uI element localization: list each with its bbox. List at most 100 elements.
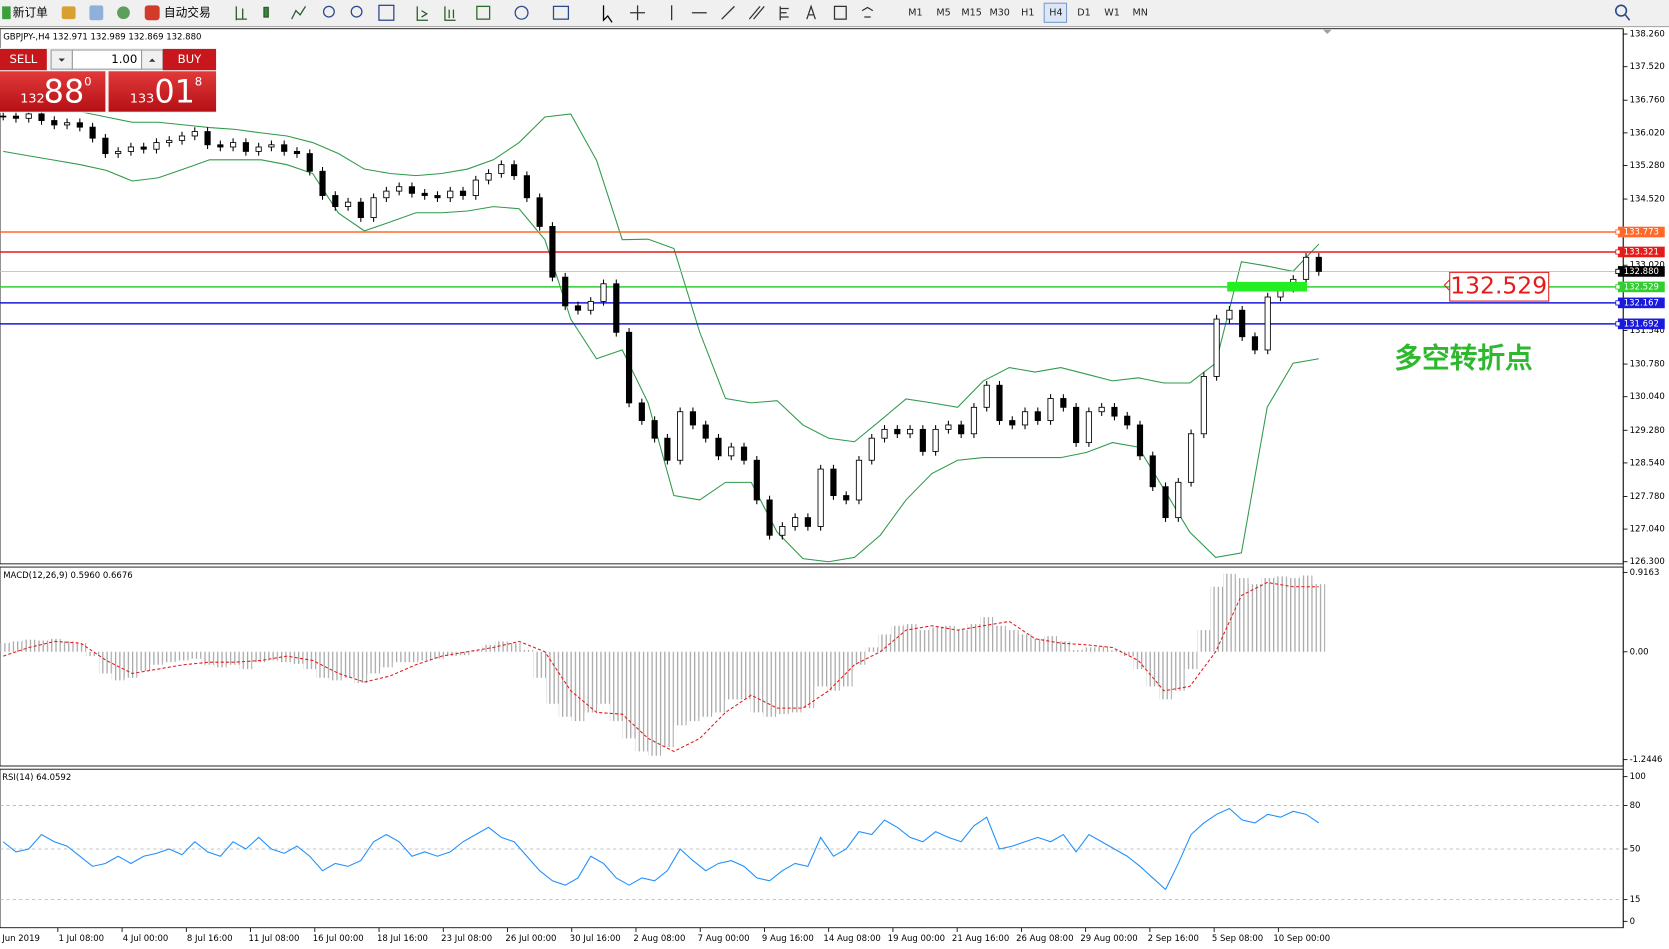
macd-histogram-bar xyxy=(827,651,840,691)
text-tool[interactable] xyxy=(806,4,816,20)
fibo-tool[interactable] xyxy=(779,6,789,21)
y-tick-label: 129.280 xyxy=(1630,426,1665,436)
level-label: 132.529 xyxy=(1624,282,1659,292)
buy-label[interactable]: BUY xyxy=(178,52,203,66)
lots-up-arrow xyxy=(149,58,156,62)
cursor-tool[interactable] xyxy=(602,5,613,23)
buy-price-box[interactable] xyxy=(108,71,217,112)
templates-tool[interactable] xyxy=(552,5,570,20)
toolbar-icon[interactable] xyxy=(117,6,130,20)
level-handle[interactable] xyxy=(1615,284,1621,290)
candle xyxy=(855,459,863,501)
toolbar-icon[interactable] xyxy=(89,5,104,21)
new-order-button[interactable]: 新订单 xyxy=(13,5,48,19)
y-tick-label: 130.780 xyxy=(1630,360,1665,370)
indicators-tool[interactable] xyxy=(476,5,491,20)
level-handle[interactable] xyxy=(1615,229,1621,235)
search-icon[interactable] xyxy=(1614,4,1628,17)
macd-histogram-bar xyxy=(1223,573,1236,652)
candle xyxy=(178,135,186,141)
timeframe-button[interactable]: H4 xyxy=(1049,7,1062,18)
new-order-icon[interactable] xyxy=(2,6,11,20)
macd-histogram-bar xyxy=(609,651,623,722)
line-chart-tool[interactable] xyxy=(291,6,307,20)
macd-histogram-bar xyxy=(405,651,419,663)
macd-signal-line xyxy=(3,581,1319,753)
timeframe-button[interactable]: M15 xyxy=(961,7,981,18)
label-tool[interactable] xyxy=(833,5,847,20)
candle xyxy=(523,175,530,199)
timeframe-button[interactable]: MN xyxy=(1132,7,1147,18)
timeframe-button[interactable]: H1 xyxy=(1021,7,1034,18)
macd-histogram-bar xyxy=(546,651,559,704)
candle xyxy=(268,144,275,148)
chart-shift-tool[interactable] xyxy=(444,6,456,21)
level-handle[interactable] xyxy=(1615,300,1621,306)
macd-histogram-bar xyxy=(1197,630,1211,652)
macd-histogram-bar xyxy=(239,651,253,670)
candle xyxy=(1111,406,1118,417)
arrows-tool[interactable] xyxy=(861,6,874,18)
auto-trading-button[interactable]: 自动交易 xyxy=(164,5,211,19)
auto-trading-icon[interactable] xyxy=(144,5,160,21)
candle xyxy=(1136,424,1144,457)
bar-chart-tool[interactable] xyxy=(235,6,247,21)
macd-histogram-bar xyxy=(1120,651,1134,657)
y-tick-label: 127.040 xyxy=(1630,525,1665,535)
level-label: 132.167 xyxy=(1624,298,1659,308)
macd-histogram-bar xyxy=(1261,578,1275,652)
level-handle[interactable] xyxy=(1615,321,1621,327)
macd-histogram-bar xyxy=(903,624,917,652)
level-label-bg xyxy=(1617,281,1665,293)
candle xyxy=(702,424,709,439)
macd-histogram-bar xyxy=(929,627,943,652)
macd-histogram-bar xyxy=(226,651,240,665)
level-handle[interactable] xyxy=(1615,249,1621,255)
time-axis: 6 Jun 2019 1 Jul 08:00 4 Jul 00:00 8 Jul 16… xyxy=(0,927,1330,944)
candle-tool[interactable] xyxy=(263,6,269,18)
toolbar-icon[interactable] xyxy=(61,6,76,20)
candle xyxy=(1213,318,1220,377)
x-tick-label: 8 Jul 16:00 xyxy=(187,934,233,944)
sell-label[interactable]: SELL xyxy=(9,52,37,66)
macd-histogram-bar xyxy=(1286,578,1300,652)
timeframe-button[interactable]: D1 xyxy=(1077,7,1090,18)
macd-histogram-bar xyxy=(724,651,738,700)
zoom-out-tool[interactable] xyxy=(350,5,363,18)
autoscroll-tool[interactable] xyxy=(416,6,429,21)
candle xyxy=(1021,411,1029,426)
candle xyxy=(613,283,620,333)
timeframe-button[interactable]: M30 xyxy=(989,7,1009,18)
timeframe-button[interactable]: W1 xyxy=(1104,7,1120,18)
x-tick-label: 23 Jul 08:00 xyxy=(441,934,492,944)
trendline-tool[interactable] xyxy=(721,5,735,20)
search-icon-handle xyxy=(1624,14,1631,21)
timeframe-button[interactable]: M5 xyxy=(936,7,950,18)
candle xyxy=(715,437,722,457)
macd-histogram-bar xyxy=(175,651,189,661)
channel-tool[interactable] xyxy=(748,5,765,20)
lots-value[interactable]: 1.00 xyxy=(111,52,137,66)
candle xyxy=(600,283,607,302)
buy-price-main: 01 xyxy=(154,73,195,111)
crosshair-tool[interactable] xyxy=(630,5,646,21)
periods-tool[interactable] xyxy=(514,5,529,20)
timeframe-button[interactable]: M1 xyxy=(908,7,922,18)
candle xyxy=(332,195,339,207)
bollinger-band xyxy=(3,150,1319,563)
x-tick-label: 6 Jun 2019 xyxy=(0,934,40,944)
macd-histogram-bar xyxy=(379,651,393,668)
sell-price-box[interactable] xyxy=(0,71,106,112)
y-tick-label: 138.260 xyxy=(1630,30,1665,40)
candle xyxy=(740,446,748,461)
macd-histogram-bar xyxy=(1184,651,1198,670)
macd-histogram-bar xyxy=(814,651,828,687)
buy-button[interactable] xyxy=(162,48,217,71)
level-handle[interactable] xyxy=(1615,268,1621,274)
tile-tool[interactable] xyxy=(378,4,395,21)
zoom-in-tool[interactable] xyxy=(322,5,335,18)
symbol-info: GBPJPY-,H4 132.971 132.989 132.869 132.8… xyxy=(3,33,201,43)
macd-histogram-bar xyxy=(942,625,955,652)
sell-button[interactable] xyxy=(0,48,47,71)
candle xyxy=(1239,309,1246,338)
